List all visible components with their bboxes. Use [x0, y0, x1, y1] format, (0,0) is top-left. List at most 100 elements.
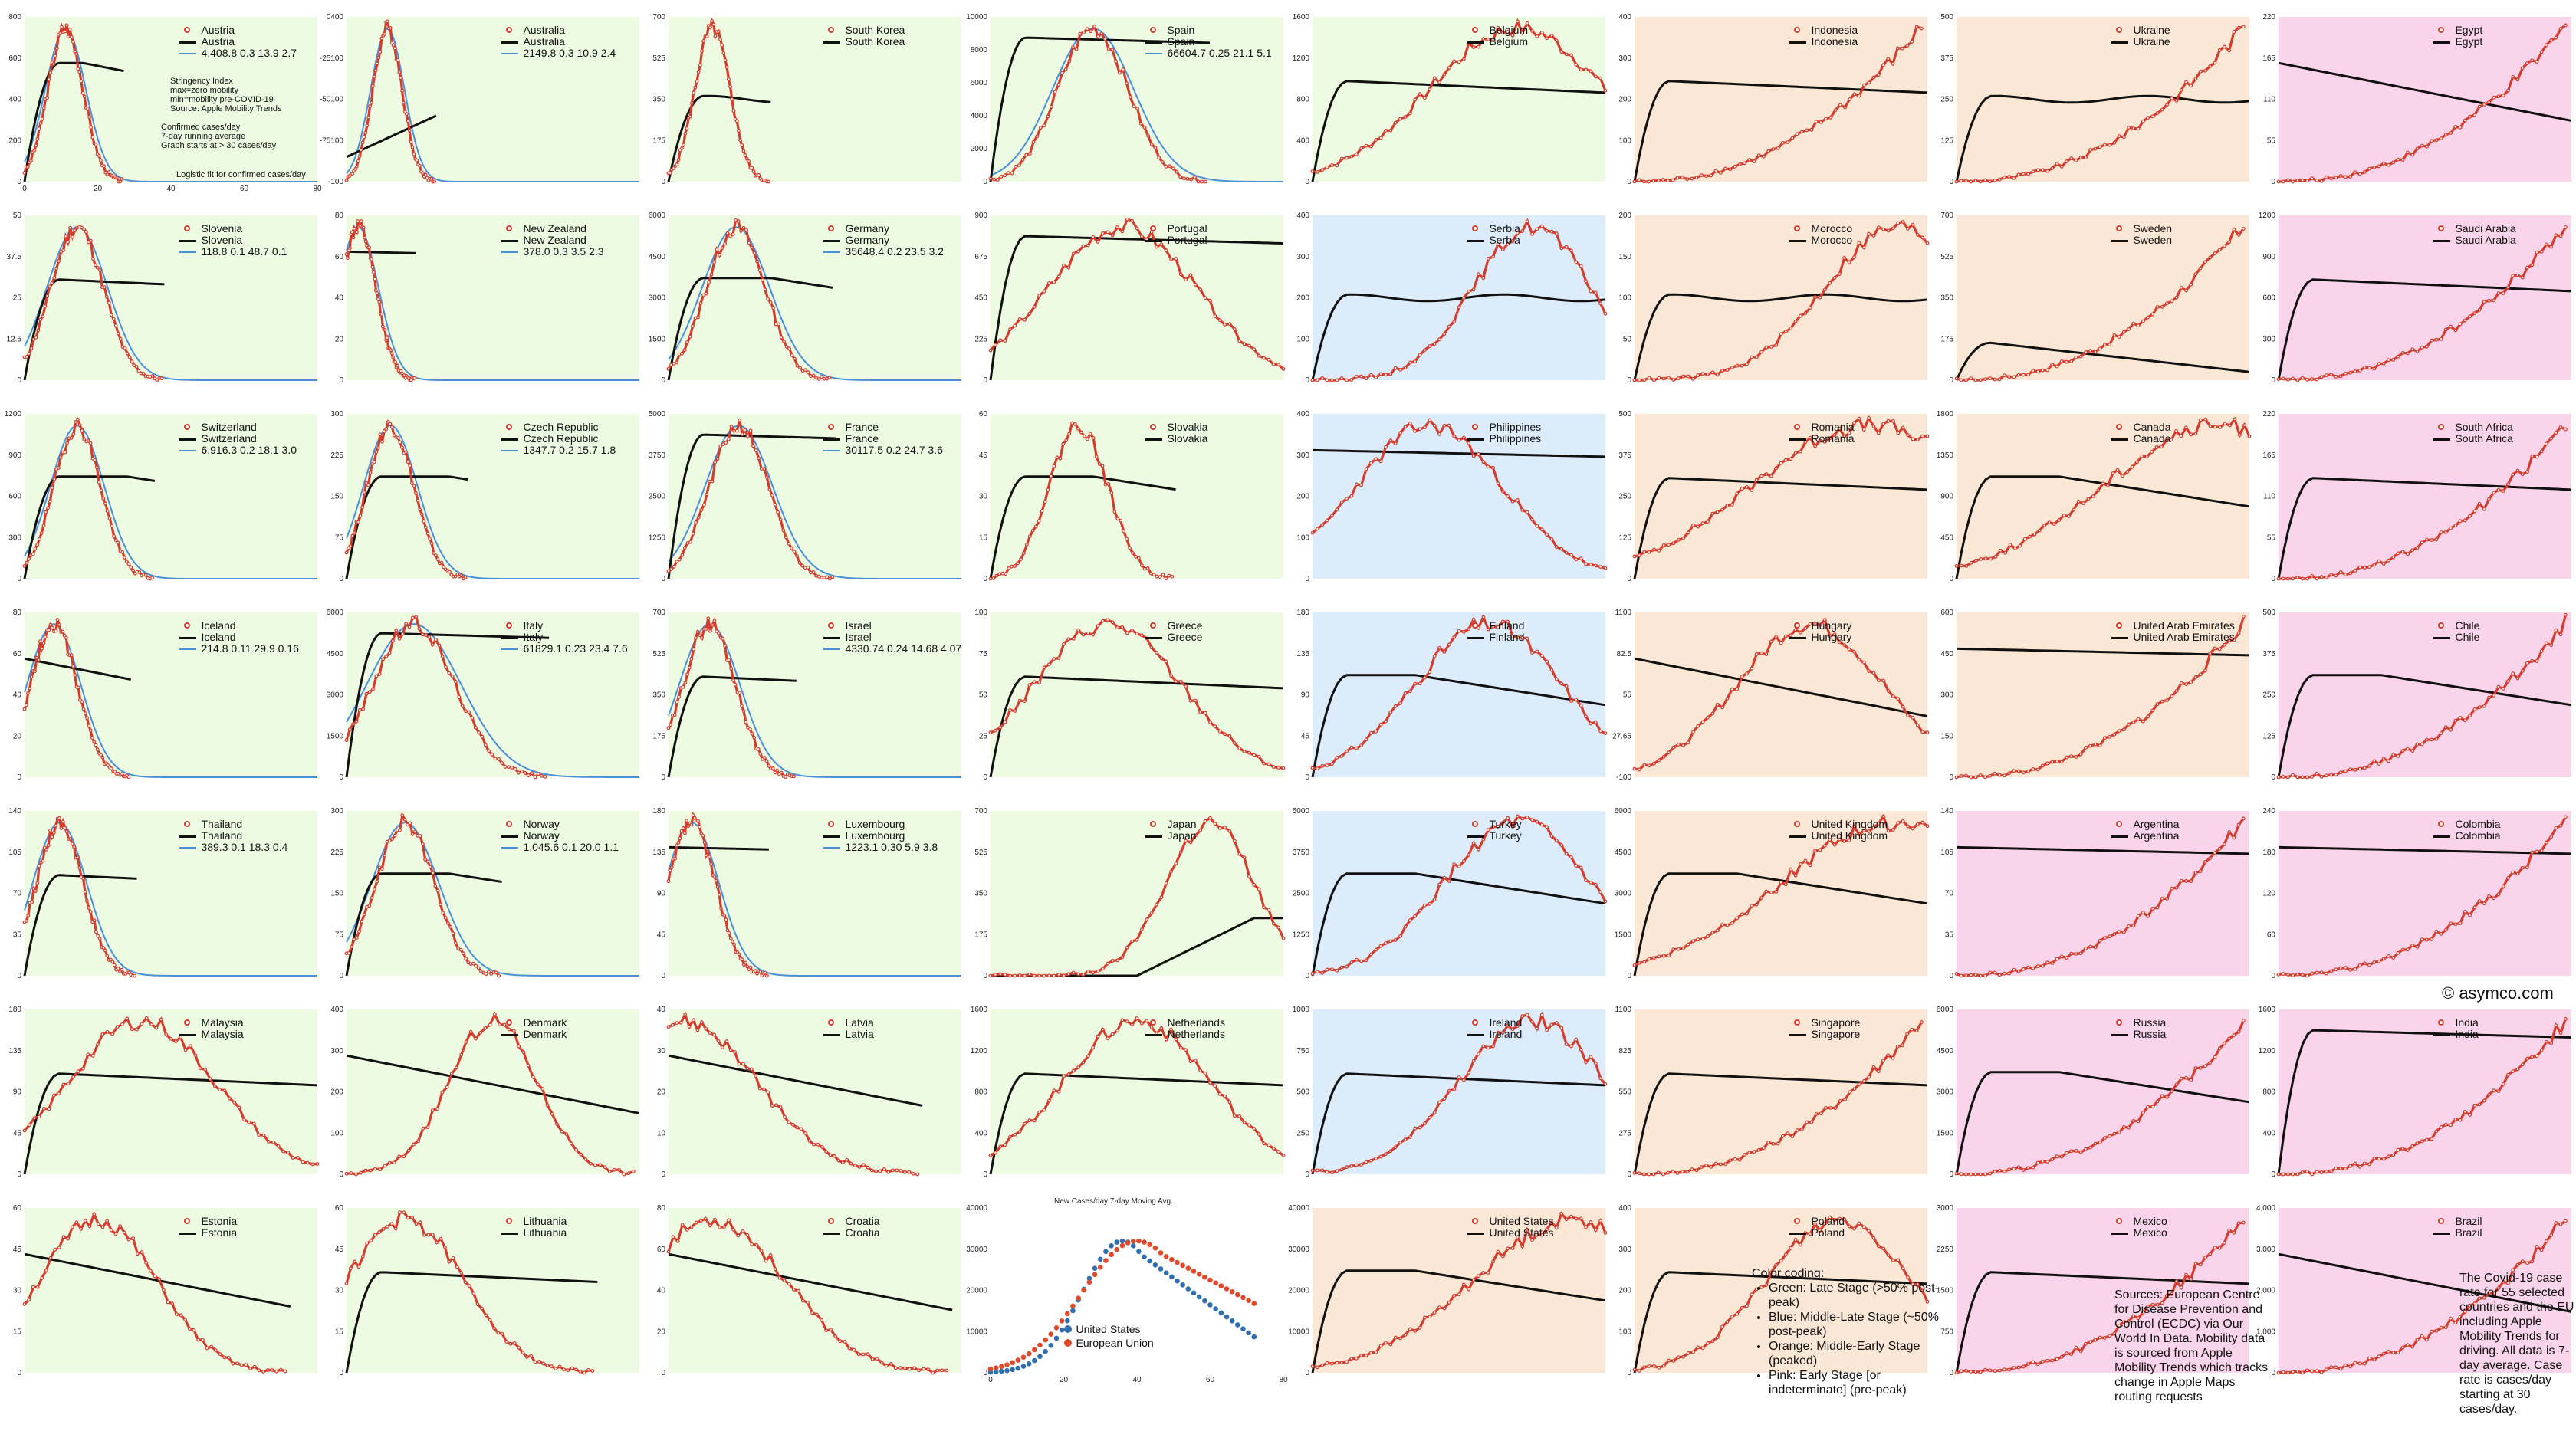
confirmed-cases-point — [763, 287, 767, 292]
confirmed-cases-point — [1096, 1034, 1100, 1039]
confirmed-cases-point — [1130, 218, 1135, 223]
confirmed-cases-point — [1081, 1060, 1086, 1065]
confirmed-cases-point — [737, 952, 741, 957]
confirmed-cases-point — [2468, 1113, 2472, 1117]
confirmed-cases-point — [2125, 470, 2130, 474]
confirmed-cases-point — [94, 465, 99, 469]
y-tick-label: 0 — [661, 773, 665, 782]
chart-panel-poland: 0 100 200 300 400 Poland Poland — [1610, 1191, 1932, 1390]
confirmed-cases-point — [2372, 960, 2377, 964]
confirmed-cases-point — [1857, 94, 1861, 98]
confirmed-cases-point — [2144, 455, 2149, 459]
confirmed-cases-point — [1325, 378, 1329, 382]
confirmed-cases-point — [754, 448, 758, 452]
confirmed-cases-point — [2082, 501, 2085, 506]
confirmed-cases-point — [1838, 640, 1842, 645]
confirmed-cases-point — [2213, 425, 2217, 429]
confirmed-cases-point — [1175, 170, 1179, 174]
y-tick-label: 240 — [2262, 807, 2275, 816]
confirmed-cases-point — [536, 772, 540, 776]
confirmed-cases-point — [2184, 682, 2188, 686]
confirmed-cases-point — [492, 1326, 496, 1331]
confirmed-cases-point — [433, 884, 438, 888]
confirmed-cases-point — [2563, 427, 2568, 432]
confirmed-cases-point — [48, 71, 53, 75]
confirmed-cases-point — [1589, 69, 1593, 74]
confirmed-cases-point — [468, 1284, 472, 1288]
confirmed-cases-point — [1896, 821, 1901, 826]
confirmed-cases-point — [102, 164, 106, 169]
confirmed-cases-point — [1691, 523, 1695, 527]
scatter-legend: European Union — [1063, 1337, 1154, 1349]
y-tick-label: 200 — [1296, 493, 1309, 501]
confirmed-cases-point — [1857, 416, 1861, 421]
confirmed-cases-point — [125, 351, 130, 356]
confirmed-cases-point — [1857, 658, 1861, 662]
confirmed-cases-point — [1793, 628, 1798, 632]
confirmed-cases-point — [2549, 643, 2554, 648]
legend-fit: 2149.8 0.3 10.9 2.4 — [523, 47, 616, 59]
confirmed-cases-point — [1330, 514, 1334, 517]
confirmed-cases-point — [1735, 916, 1740, 921]
series-legend: Canada Canada — [2111, 422, 2171, 445]
confirmed-cases-point — [101, 946, 106, 950]
confirmed-cases-point — [2434, 337, 2439, 342]
confirmed-cases-point — [899, 1366, 902, 1370]
confirmed-cases-point — [1657, 549, 1661, 553]
confirmed-cases-point — [48, 829, 52, 832]
confirmed-cases-point — [1110, 233, 1115, 238]
confirmed-cases-point — [2539, 449, 2544, 454]
confirmed-cases-point — [2218, 425, 2223, 429]
confirmed-cases-point — [1359, 959, 1364, 963]
confirmed-cases-point — [2406, 1343, 2410, 1347]
confirmed-cases-point — [1652, 547, 1656, 552]
confirmed-cases-point — [498, 1022, 502, 1027]
confirmed-cases-point — [1819, 120, 1823, 124]
confirmed-cases-point — [709, 272, 714, 277]
confirmed-cases-point — [1545, 533, 1549, 537]
confirmed-cases-point — [2007, 175, 2012, 179]
confirmed-cases-point — [2387, 1154, 2390, 1159]
confirmed-cases-point — [1997, 1368, 2002, 1373]
confirmed-cases-point — [683, 131, 688, 136]
confirmed-cases-point — [1486, 1045, 1490, 1050]
confirmed-cases-point — [1452, 635, 1457, 639]
plot-area — [1635, 414, 1927, 579]
confirmed-cases-point — [478, 1030, 483, 1035]
confirmed-cases-point — [32, 1116, 37, 1121]
confirmed-cases-point — [453, 574, 458, 579]
confirmed-cases-point — [1906, 1275, 1910, 1279]
confirmed-cases-point — [1169, 1027, 1173, 1032]
confirmed-cases-point — [1666, 1170, 1671, 1175]
confirmed-cases-point — [2155, 1302, 2160, 1307]
confirmed-cases-point — [747, 241, 751, 245]
confirmed-cases-point — [2040, 963, 2045, 968]
confirmed-cases-point — [997, 572, 1002, 576]
confirmed-cases-point — [414, 615, 419, 619]
confirmed-cases-point — [1793, 319, 1798, 323]
plot-area — [1957, 1208, 2249, 1373]
confirmed-cases-point — [41, 524, 46, 528]
confirmed-cases-point — [2198, 418, 2203, 422]
confirmed-cases-point — [2400, 947, 2405, 952]
confirmed-cases-point — [1227, 1100, 1232, 1105]
plot-area — [1635, 1009, 1927, 1174]
confirmed-cases-point — [80, 1066, 85, 1071]
confirmed-cases-point — [1988, 1368, 1993, 1373]
y-tick-label: 0 — [339, 575, 343, 583]
confirmed-cases-point — [1720, 922, 1725, 927]
confirmed-cases-point — [1398, 1141, 1403, 1144]
confirmed-cases-point — [415, 158, 419, 162]
confirmed-cases-point — [1157, 156, 1162, 160]
confirmed-cases-point — [787, 541, 791, 546]
confirmed-cases-point — [1530, 517, 1534, 522]
confirmed-cases-point — [1096, 624, 1100, 629]
confirmed-cases-point — [1871, 1236, 1876, 1240]
confirmed-cases-point — [1737, 1157, 1742, 1162]
legend-confirmed: Turkey — [1489, 818, 1522, 830]
confirmed-cases-point — [681, 684, 685, 689]
y-tick-label: 350 — [652, 691, 665, 700]
chart-panel-colombia: 0 60 120 180 240 Colombia Colombia — [2254, 794, 2576, 993]
